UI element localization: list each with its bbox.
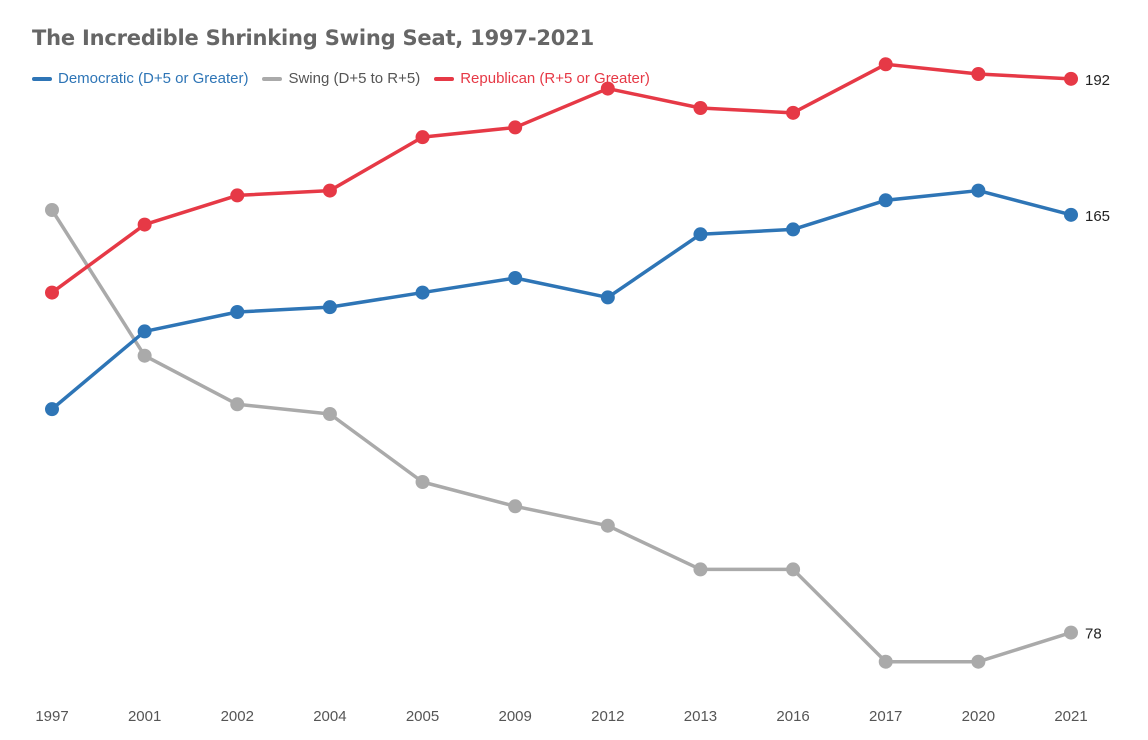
- data-point-rep-2021: [1064, 71, 1078, 86]
- x-tick-label-2005: 2005: [406, 708, 439, 725]
- x-tick-label-2017: 2017: [869, 708, 902, 725]
- data-point-dem-2001: [137, 324, 152, 339]
- chart-title: The Incredible Shrinking Swing Seat, 199…: [32, 26, 594, 50]
- data-point-swing-2017: [878, 654, 893, 669]
- legend-item-swing: Swing (D+5 to R+5): [262, 70, 420, 87]
- data-point-swing-2005: [415, 475, 430, 489]
- series-line-swing: [50, 208, 1073, 664]
- legend: Democratic (D+5 or Greater) Swing (D+5 t…: [32, 70, 664, 87]
- data-point-rep-2013: [693, 101, 708, 115]
- legend-label-democratic: Democratic (D+5 or Greater): [58, 70, 249, 87]
- legend-label-republican: Republican (R+5 or Greater): [460, 70, 650, 87]
- data-point-rep-2016: [786, 105, 801, 120]
- legend-item-democratic: Democratic (D+5 or Greater): [32, 70, 248, 87]
- data-point-swing-2004: [322, 407, 337, 421]
- data-point-rep-2005: [415, 130, 430, 145]
- data-point-swing-2016: [786, 562, 801, 577]
- data-point-swing-2009: [508, 499, 523, 514]
- data-point-dem-1997: [45, 402, 59, 417]
- data-point-rep-2012: [600, 81, 615, 96]
- legend-item-republican: Republican (R+5 or Greater): [434, 70, 650, 87]
- data-point-rep-2004: [322, 183, 337, 198]
- data-point-dem-2017: [878, 193, 893, 208]
- x-tick-label-1997: 1997: [35, 708, 68, 725]
- data-point-swing-1997: [45, 203, 59, 217]
- x-tick-label-2012: 2012: [591, 708, 624, 725]
- data-point-dem-2005: [415, 285, 430, 300]
- data-point-dem-2013: [693, 227, 708, 242]
- x-tick-label-2004: 2004: [313, 708, 346, 725]
- x-tick-label-2013: 2013: [684, 708, 717, 725]
- data-point-dem-2021: [1064, 207, 1078, 222]
- x-tick-label-2016: 2016: [776, 708, 809, 725]
- data-point-dem-2012: [600, 290, 615, 305]
- data-point-swing-2020: [971, 654, 986, 669]
- series-line-rep: [50, 62, 1073, 295]
- legend-swatch-democratic: [32, 76, 52, 81]
- data-point-dem-2004: [322, 300, 337, 315]
- data-point-swing-2021: [1064, 625, 1078, 640]
- end-label-rep: 192: [1085, 72, 1110, 89]
- series-line-dem: [50, 188, 1073, 411]
- x-tick-label-2021: 2021: [1054, 708, 1087, 725]
- data-point-swing-2001: [137, 348, 152, 363]
- x-tick-label-2001: 2001: [128, 708, 161, 725]
- legend-swatch-republican: [434, 76, 455, 81]
- data-point-dem-2016: [786, 222, 801, 237]
- data-point-dem-2009: [508, 271, 523, 285]
- x-tick-label-2002: 2002: [221, 708, 254, 725]
- data-point-rep-1997: [45, 285, 59, 300]
- legend-swatch-swing: [262, 76, 283, 81]
- data-point-dem-2002: [230, 305, 245, 319]
- data-point-swing-2013: [693, 562, 708, 577]
- data-point-rep-2001: [137, 217, 152, 232]
- data-point-rep-2002: [230, 188, 245, 203]
- x-tick-label-2009: 2009: [498, 708, 531, 725]
- data-point-swing-2002: [230, 397, 245, 412]
- end-label-swing: 78: [1085, 626, 1102, 643]
- data-point-rep-2017: [878, 57, 893, 72]
- data-point-rep-2020: [971, 67, 986, 81]
- legend-label-swing: Swing (D+5 to R+5): [288, 70, 421, 87]
- x-tick-label-2020: 2020: [962, 708, 995, 725]
- data-point-dem-2020: [971, 183, 986, 198]
- data-point-swing-2012: [600, 518, 615, 533]
- end-label-dem: 165: [1085, 208, 1110, 225]
- data-point-rep-2009: [508, 120, 523, 135]
